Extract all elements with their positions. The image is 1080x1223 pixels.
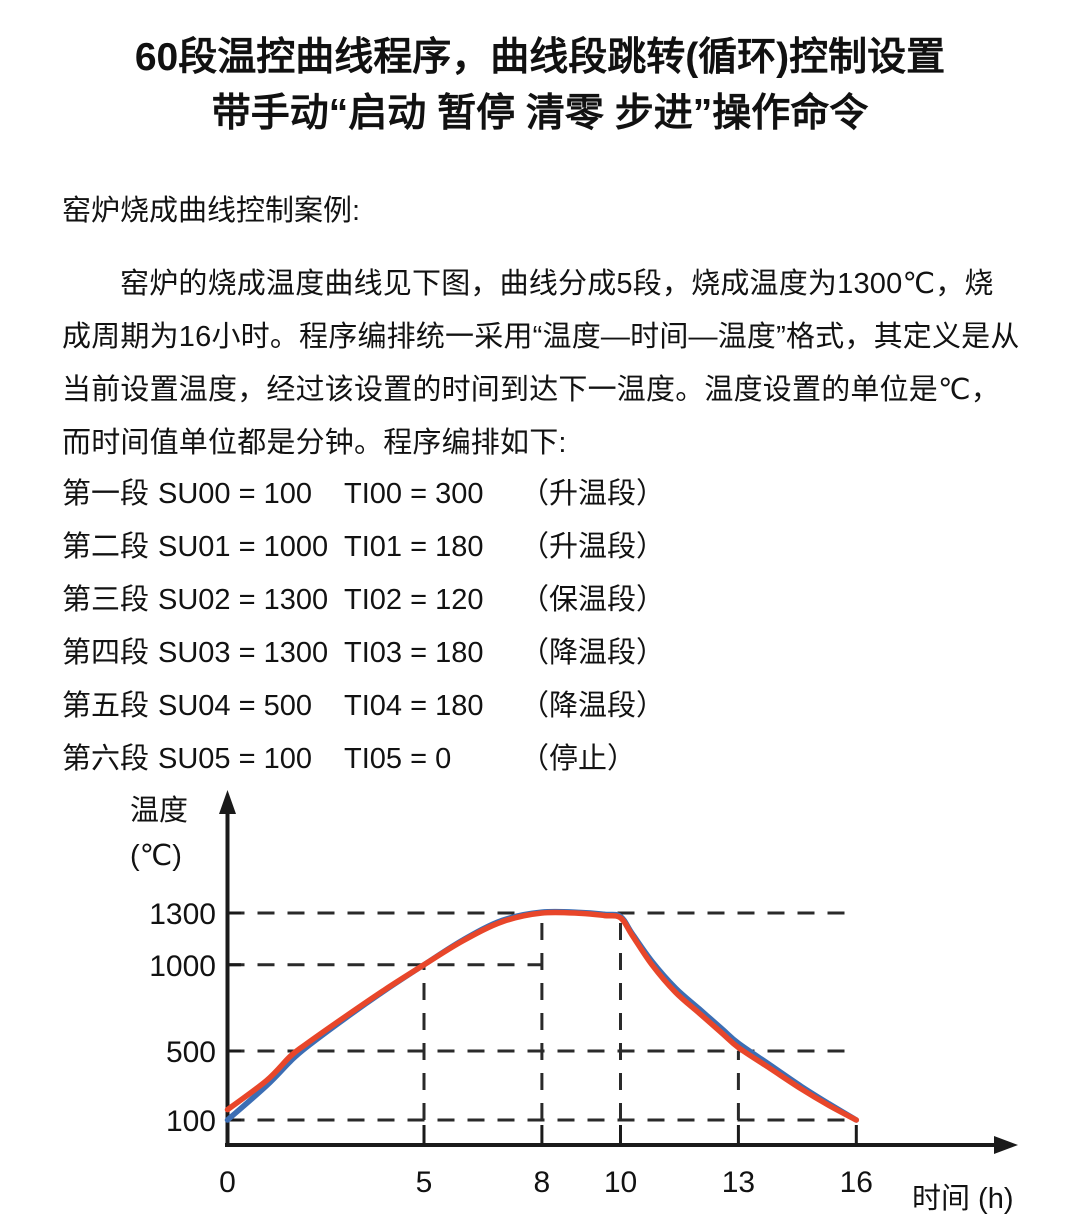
program-su-value: SU01 = 1000 [158,531,329,563]
y-axis-title-line2: (℃) [130,840,182,872]
program-note: （停止） [520,743,637,775]
x-tick-label: 13 [722,1166,755,1199]
intro-heading: 窑炉烧成曲线控制案例: [62,195,361,227]
program-segment-label: 第一段 [62,478,150,510]
program-segment-label: 第六段 [62,743,150,775]
chart-gridlines [227,911,857,1122]
program-segment-label: 第四段 [62,637,150,669]
intro-paragraph: 窑炉的烧成温度曲线见下图，曲线分成5段，烧成温度为1300℃，烧成周期为16小时… [62,268,1020,459]
program-note: （保温段） [520,584,666,616]
program-ti-value: TI01 = 180 [344,531,484,563]
x-axis-arrow-icon [994,1136,1018,1154]
program-note: （降温段） [520,690,666,722]
program-row: 第二段 SU01 = 1000 TI01 = 180 （升温段） [62,521,962,574]
x-tick-label: 8 [534,1166,551,1199]
program-su-value: SU05 = 100 [158,743,312,775]
title-line-2: 带手动“启动 暂停 清零 步进”操作命令 [211,92,869,135]
program-ti-value: TI00 = 300 [344,478,484,510]
program-note: （升温段） [520,531,666,563]
program-row: 第五段 SU04 = 500 TI04 = 180 （降温段） [62,680,962,733]
program-segment-label: 第五段 [62,690,150,722]
x-tick-label: 0 [219,1166,236,1199]
chart-axes [219,790,1018,1154]
y-tick-label: 500 [166,1036,216,1069]
program-listing: 第一段 SU00 = 100 TI00 = 300 （升温段） 第二段 SU01 = 1… [62,468,962,786]
temperature-curve-chart: 100 500 1000 1300 0 5 8 10 13 16 温度 (℃) 时间 (h) [0,780,1080,1223]
program-ti-value: TI04 = 180 [344,690,484,722]
program-segment-label: 第三段 [62,584,150,616]
program-row: 第三段 SU02 = 1300 TI02 = 120 （保温段） [62,574,962,627]
y-tick-label: 100 [166,1105,216,1138]
chart-series-line [224,909,860,1123]
program-ti-value: TI03 = 180 [344,637,484,669]
program-row: 第六段 SU05 = 100 TI05 = 0 （停止） [62,733,962,786]
chart-canvas: 100 500 1000 1300 0 5 8 10 13 16 温度 (℃) 时间 (h) [130,790,1018,1215]
program-ti-value: TI05 = 0 [344,743,452,775]
program-su-value: SU03 = 1300 [158,637,329,669]
program-row: 第四段 SU03 = 1300 TI03 = 180 （降温段） [62,627,962,680]
x-tick-label: 10 [604,1166,637,1199]
chart-series-layer [224,908,860,1123]
program-ti-value: TI02 = 120 [344,584,484,616]
y-axis-title-line1: 温度 [130,794,188,827]
program-note: （降温段） [520,637,666,669]
x-tick-label: 5 [416,1166,433,1199]
program-row: 第一段 SU00 = 100 TI00 = 300 （升温段） [62,468,962,521]
program-su-value: SU04 = 500 [158,690,312,722]
intro-section: 窑炉烧成曲线控制案例: 窑炉的烧成温度曲线见下图，曲线分成5段，烧成温度为130… [62,186,1022,470]
y-tick-label: 1000 [149,950,216,983]
program-note: （升温段） [520,478,666,510]
program-su-value: SU02 = 1300 [158,584,329,616]
chart-tick-labels: 100 500 1000 1300 0 5 8 10 13 16 [149,898,873,1199]
y-tick-label: 1300 [149,898,216,931]
program-su-value: SU00 = 100 [158,478,312,510]
x-axis-title: 时间 (h) [912,1182,1014,1215]
x-tick-label: 16 [840,1166,873,1199]
program-segment-label: 第二段 [62,531,150,563]
y-axis-arrow-icon [219,790,236,814]
page-title: 60段温控曲线程序，曲线段跳转(循环)控制设置 带手动“启动 暂停 清零 步进”… [0,30,1080,142]
title-line-1: 60段温控曲线程序，曲线段跳转(循环)控制设置 [134,36,946,79]
